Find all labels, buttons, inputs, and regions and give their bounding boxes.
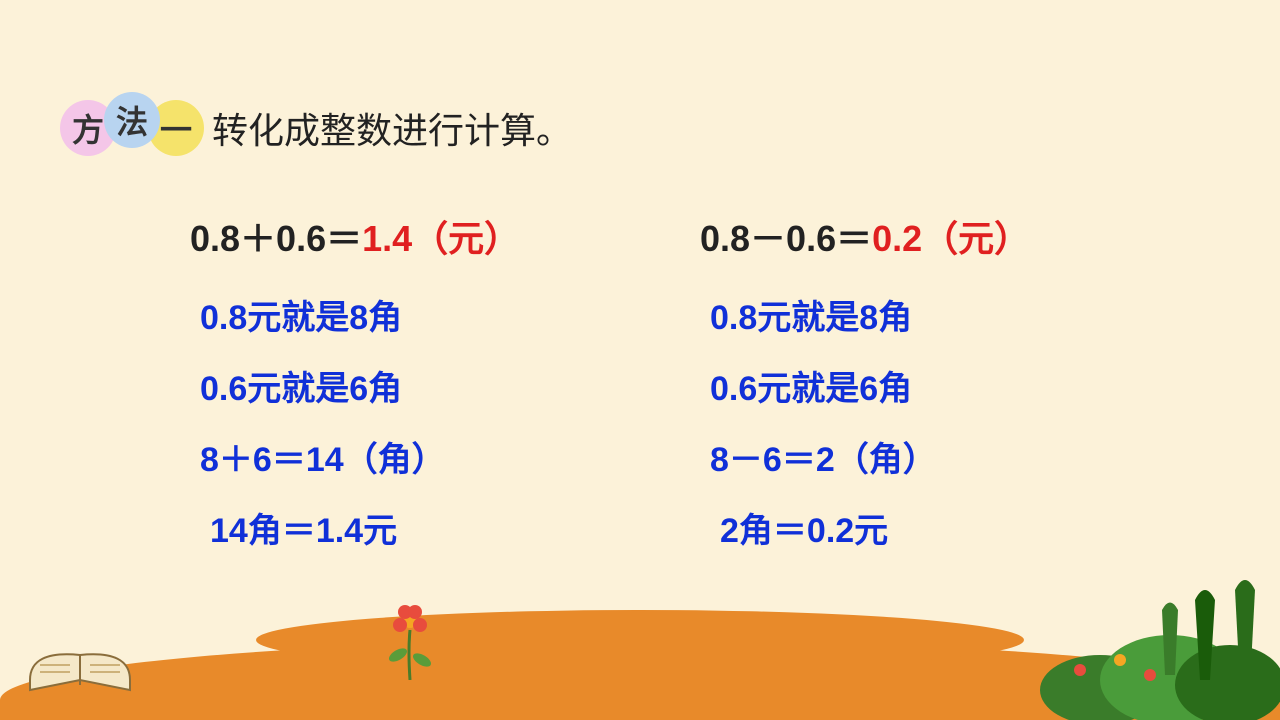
flower-icon — [380, 600, 440, 680]
book-icon — [20, 630, 140, 700]
right-column: 0.8－0.6＝0.2（元） 0.8元就是8角 0.6元就是6角 8－6＝2（角… — [640, 210, 1280, 574]
left-eq-lhs: 0.8＋0.6＝ — [190, 218, 362, 259]
right-eq-lhs: 0.8－0.6＝ — [700, 218, 872, 259]
content-area: 0.8＋0.6＝1.4（元） 0.8元就是8角 0.6元就是6角 8＋6＝14（… — [0, 210, 1280, 574]
bush-icon — [1020, 540, 1280, 720]
right-work-line: 0.6元就是6角 — [700, 361, 1280, 410]
left-work-line: 0.6元就是6角 — [190, 361, 640, 410]
bubble-fa: 法 — [104, 92, 160, 148]
left-equation: 0.8＋0.6＝1.4（元） — [190, 210, 640, 262]
left-work-line: 14角＝1.4元 — [190, 503, 640, 552]
left-work-line: 8＋6＝14（角） — [190, 432, 640, 481]
left-work-line: 0.8元就是8角 — [190, 290, 640, 339]
method-header: 方 法 一 转化成整数进行计算。 — [60, 100, 572, 156]
right-eq-result: 0.2（元） — [872, 218, 1030, 259]
left-eq-result: 1.4（元） — [362, 218, 520, 259]
right-work-line: 0.8元就是8角 — [700, 290, 1280, 339]
method-title: 转化成整数进行计算。 — [212, 102, 572, 154]
right-work-line: 8－6＝2（角） — [700, 432, 1280, 481]
left-column: 0.8＋0.6＝1.4（元） 0.8元就是8角 0.6元就是6角 8＋6＝14（… — [0, 210, 640, 574]
right-equation: 0.8－0.6＝0.2（元） — [700, 210, 1280, 262]
